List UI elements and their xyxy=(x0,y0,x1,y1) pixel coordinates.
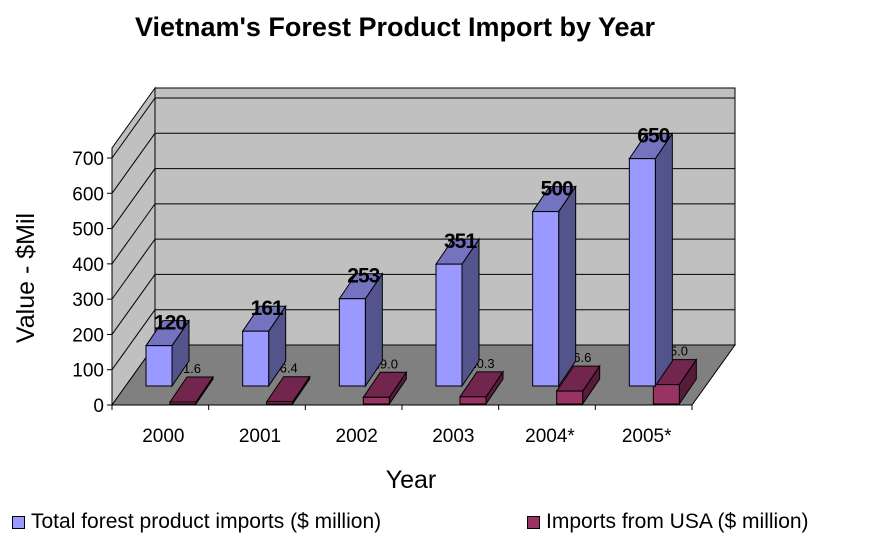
bar-total xyxy=(242,330,270,387)
legend-swatch-usa xyxy=(527,515,540,529)
legend-swatch-total xyxy=(12,515,25,529)
y-tick-label: 300 xyxy=(72,290,104,311)
gridline-side xyxy=(111,132,156,194)
data-label-total: 500 xyxy=(541,178,573,201)
bar-total xyxy=(435,263,463,387)
data-label-usa: 1.6 xyxy=(183,361,201,376)
x-axis-title: Year xyxy=(386,466,437,494)
x-tick-label: 2003 xyxy=(432,426,474,447)
bar-usa xyxy=(362,396,390,405)
legend-label-usa: Imports from USA ($ million) xyxy=(546,510,809,533)
data-label-total: 650 xyxy=(637,125,669,148)
gridline-side xyxy=(111,238,156,300)
bar-total-side xyxy=(654,132,673,388)
y-tick-label: 200 xyxy=(72,325,104,346)
data-label-total: 161 xyxy=(251,297,284,320)
y-tick-label: 600 xyxy=(72,184,104,205)
x-tick-label: 2005* xyxy=(622,426,672,447)
y-tick-label: 0 xyxy=(93,396,104,417)
bar-total xyxy=(338,298,366,387)
bar-usa xyxy=(652,384,680,405)
y-tick-label: 500 xyxy=(72,220,104,241)
bar-usa xyxy=(459,396,487,405)
y-tick-label: 100 xyxy=(72,361,104,382)
y-tick-label: 700 xyxy=(72,149,104,170)
x-tick-label: 2001 xyxy=(239,426,281,447)
data-label-total: 351 xyxy=(444,230,477,253)
gridline-side xyxy=(111,309,156,371)
legend-item-usa: Imports from USA ($ million) xyxy=(527,510,809,534)
y-axis-title: Value - $Mil xyxy=(12,213,40,343)
gridline-side xyxy=(111,203,156,265)
gridline-side xyxy=(111,274,156,335)
legend-item-total: Total forest product imports ($ million) xyxy=(12,510,381,534)
x-tick-label: 2004* xyxy=(525,426,575,447)
chart-title: Vietnam's Forest Product Import by Year xyxy=(134,12,656,42)
gridline-side xyxy=(111,97,156,159)
y-tick-label: 400 xyxy=(72,255,104,276)
legend-label-total: Total forest product imports ($ million) xyxy=(31,510,382,533)
bar-usa xyxy=(169,401,197,405)
x-tick-label: 2000 xyxy=(142,426,184,447)
data-label-total: 120 xyxy=(154,312,186,335)
bar-total xyxy=(145,345,173,387)
bar-total-side xyxy=(558,184,577,388)
bar-total xyxy=(532,211,560,387)
x-tick-label: 2002 xyxy=(336,426,378,447)
bar-usa xyxy=(556,390,584,405)
gridline-side xyxy=(111,168,156,229)
bar-usa xyxy=(266,401,294,405)
bar-total xyxy=(628,158,656,387)
data-label-total: 253 xyxy=(347,265,379,288)
data-label-usa: 6.4 xyxy=(280,361,298,376)
